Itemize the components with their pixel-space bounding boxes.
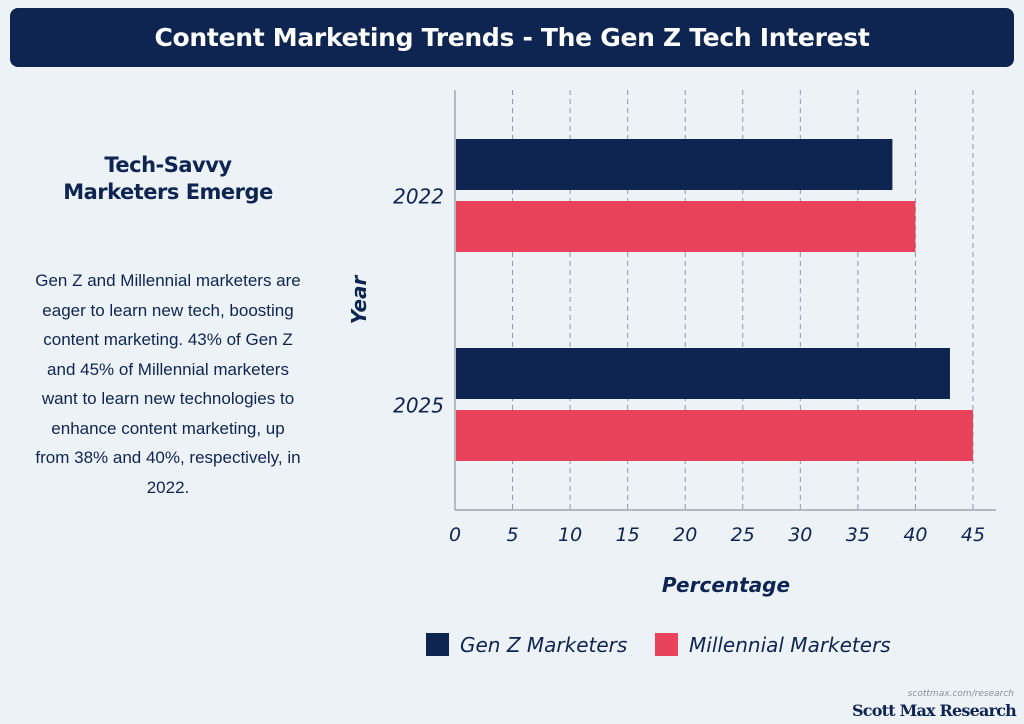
- legend-label-0: Gen Z Marketers: [460, 633, 627, 657]
- x-tick-label-10: 10: [558, 524, 582, 546]
- legend-label-1: Millennial Marketers: [689, 633, 891, 657]
- x-tick-label-0: 0: [449, 524, 461, 546]
- chart-category-labels: 2022 2025: [393, 185, 444, 418]
- x-axis-label: Percentage: [662, 573, 790, 597]
- bar-2022-gen-z-marketers: [456, 139, 893, 190]
- x-tick-label-30: 30: [788, 524, 812, 546]
- y-tick-label-2025: 2025: [393, 394, 444, 418]
- legend-swatch-0: [426, 633, 449, 656]
- x-tick-label-35: 35: [846, 524, 870, 546]
- sidebar-heading: Tech-Savvy Marketers Emerge: [63, 153, 273, 204]
- chart-tick-labels: 0 5 10 15 20 25 30 35 40 45: [449, 524, 985, 546]
- chart-legend: Gen Z Marketers Millennial Marketers: [426, 633, 891, 657]
- legend-swatch-1: [655, 633, 678, 656]
- y-tick-label-2022: 2022: [393, 185, 444, 209]
- footer-brand-logo: Scott Max Research: [852, 701, 1017, 720]
- chart-bars: [456, 139, 973, 461]
- x-tick-label-5: 5: [507, 524, 519, 546]
- title-banner: Content Marketing Trends - The Gen Z Tec…: [10, 8, 1014, 67]
- page-title: Content Marketing Trends - The Gen Z Tec…: [154, 23, 870, 52]
- sidebar-body: Gen Z and Millennial marketers are eager…: [35, 271, 301, 497]
- bar-2025-millennial-marketers: [456, 410, 973, 461]
- chart-gridlines: [512, 90, 974, 510]
- x-tick-label-45: 45: [961, 524, 985, 546]
- chart-axes: [454, 90, 996, 511]
- x-tick-label-25: 25: [731, 524, 755, 546]
- bar-2025-gen-z-marketers: [456, 348, 950, 399]
- x-tick-label-40: 40: [903, 524, 927, 546]
- x-tick-label-15: 15: [616, 524, 640, 546]
- x-tick-label-20: 20: [673, 524, 697, 546]
- y-axis-label: Year: [347, 274, 371, 324]
- bar-2022-millennial-marketers: [456, 201, 916, 252]
- footer-url[interactable]: scottmax.com/research: [907, 689, 1014, 699]
